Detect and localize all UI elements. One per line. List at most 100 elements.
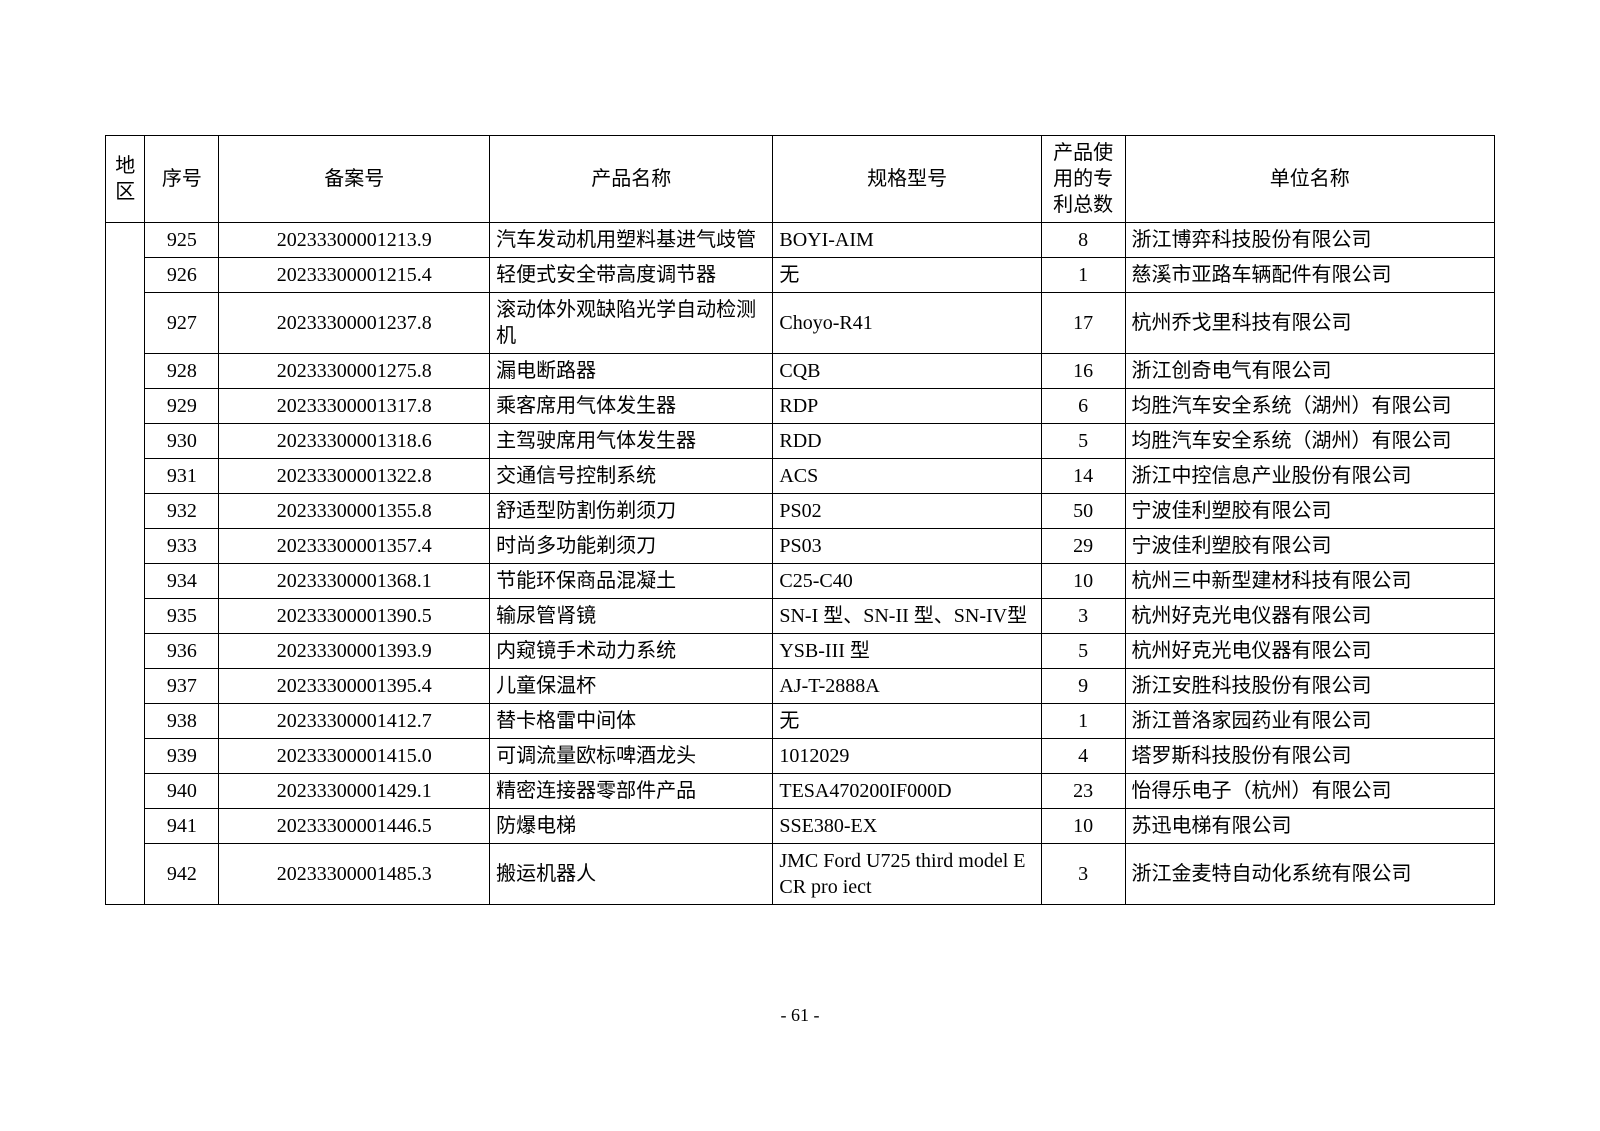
table-row: 94120233300001446.5防爆电梯SSE380-EX10苏迅电梯有限…: [106, 809, 1495, 844]
cell-seq: 931: [145, 459, 219, 494]
cell-product: 防爆电梯: [490, 809, 773, 844]
cell-product: 可调流量欧标啤酒龙头: [490, 739, 773, 774]
table-row: 92920233300001317.8乘客席用气体发生器RDP6均胜汽车安全系统…: [106, 389, 1495, 424]
cell-spec: 无: [773, 704, 1041, 739]
cell-seq: 933: [145, 529, 219, 564]
header-product: 产品名称: [490, 136, 773, 223]
header-region: 地区: [106, 136, 145, 223]
table-row: 92520233300001213.9汽车发动机用塑料基进气歧管BOYI-AIM…: [106, 223, 1495, 258]
cell-product: 主驾驶席用气体发生器: [490, 424, 773, 459]
cell-product: 精密连接器零部件产品: [490, 774, 773, 809]
cell-seq: 940: [145, 774, 219, 809]
cell-product: 搬运机器人: [490, 844, 773, 905]
cell-product: 轻便式安全带高度调节器: [490, 258, 773, 293]
table-row: 92820233300001275.8漏电断路器CQB16浙江创奇电气有限公司: [106, 354, 1495, 389]
cell-record: 20233300001393.9: [219, 634, 490, 669]
cell-region: [106, 223, 145, 905]
cell-seq: 927: [145, 293, 219, 354]
cell-company: 浙江普洛家园药业有限公司: [1125, 704, 1494, 739]
cell-record: 20233300001446.5: [219, 809, 490, 844]
cell-spec: SN-I 型、SN-II 型、SN-IV型: [773, 599, 1041, 634]
table-row: 93020233300001318.6主驾驶席用气体发生器RDD5均胜汽车安全系…: [106, 424, 1495, 459]
table-row: 93920233300001415.0可调流量欧标啤酒龙头10120294塔罗斯…: [106, 739, 1495, 774]
cell-record: 20233300001317.8: [219, 389, 490, 424]
table-row: 93620233300001393.9内窥镜手术动力系统YSB-III 型5杭州…: [106, 634, 1495, 669]
cell-record: 20233300001213.9: [219, 223, 490, 258]
cell-patent: 3: [1041, 844, 1125, 905]
cell-product: 交通信号控制系统: [490, 459, 773, 494]
cell-product: 输尿管肾镜: [490, 599, 773, 634]
cell-patent: 14: [1041, 459, 1125, 494]
cell-seq: 926: [145, 258, 219, 293]
cell-company: 浙江创奇电气有限公司: [1125, 354, 1494, 389]
cell-seq: 928: [145, 354, 219, 389]
table-row: 93320233300001357.4时尚多功能剃须刀PS0329宁波佳利塑胶有…: [106, 529, 1495, 564]
cell-seq: 941: [145, 809, 219, 844]
cell-record: 20233300001395.4: [219, 669, 490, 704]
cell-spec: YSB-III 型: [773, 634, 1041, 669]
cell-company: 宁波佳利塑胶有限公司: [1125, 494, 1494, 529]
cell-company: 杭州三中新型建材科技有限公司: [1125, 564, 1494, 599]
cell-product: 替卡格雷中间体: [490, 704, 773, 739]
cell-patent: 1: [1041, 704, 1125, 739]
cell-spec: CQB: [773, 354, 1041, 389]
cell-seq: 929: [145, 389, 219, 424]
cell-company: 浙江安胜科技股份有限公司: [1125, 669, 1494, 704]
table-row: 92620233300001215.4轻便式安全带高度调节器无1慈溪市亚路车辆配…: [106, 258, 1495, 293]
cell-company: 浙江中控信息产业股份有限公司: [1125, 459, 1494, 494]
header-seq: 序号: [145, 136, 219, 223]
cell-company: 宁波佳利塑胶有限公司: [1125, 529, 1494, 564]
cell-product: 汽车发动机用塑料基进气歧管: [490, 223, 773, 258]
cell-patent: 16: [1041, 354, 1125, 389]
cell-spec: ACS: [773, 459, 1041, 494]
cell-record: 20233300001275.8: [219, 354, 490, 389]
page-container: 地区 序号 备案号 产品名称 规格型号 产品使用的专利总数 单位名称 92520…: [0, 0, 1600, 905]
cell-spec: BOYI-AIM: [773, 223, 1041, 258]
header-patent: 产品使用的专利总数: [1041, 136, 1125, 223]
cell-patent: 23: [1041, 774, 1125, 809]
cell-company: 浙江金麦特自动化系统有限公司: [1125, 844, 1494, 905]
cell-patent: 50: [1041, 494, 1125, 529]
cell-patent: 10: [1041, 564, 1125, 599]
cell-record: 20233300001390.5: [219, 599, 490, 634]
table-row: 93120233300001322.8交通信号控制系统ACS14浙江中控信息产业…: [106, 459, 1495, 494]
cell-record: 20233300001485.3: [219, 844, 490, 905]
cell-seq: 925: [145, 223, 219, 258]
cell-record: 20233300001355.8: [219, 494, 490, 529]
cell-company: 苏迅电梯有限公司: [1125, 809, 1494, 844]
cell-company: 浙江博弈科技股份有限公司: [1125, 223, 1494, 258]
cell-seq: 932: [145, 494, 219, 529]
cell-record: 20233300001357.4: [219, 529, 490, 564]
cell-seq: 935: [145, 599, 219, 634]
cell-spec: Choyo-R41: [773, 293, 1041, 354]
cell-record: 20233300001237.8: [219, 293, 490, 354]
table-row: 94220233300001485.3搬运机器人JMC Ford U725 th…: [106, 844, 1495, 905]
cell-patent: 5: [1041, 424, 1125, 459]
cell-seq: 930: [145, 424, 219, 459]
cell-product: 滚动体外观缺陷光学自动检测机: [490, 293, 773, 354]
cell-company: 慈溪市亚路车辆配件有限公司: [1125, 258, 1494, 293]
cell-patent: 9: [1041, 669, 1125, 704]
cell-patent: 6: [1041, 389, 1125, 424]
cell-product: 乘客席用气体发生器: [490, 389, 773, 424]
cell-product: 节能环保商品混凝土: [490, 564, 773, 599]
cell-record: 20233300001415.0: [219, 739, 490, 774]
table-row: 94020233300001429.1精密连接器零部件产品TESA470200I…: [106, 774, 1495, 809]
cell-company: 杭州好克光电仪器有限公司: [1125, 634, 1494, 669]
patent-table: 地区 序号 备案号 产品名称 规格型号 产品使用的专利总数 单位名称 92520…: [105, 135, 1495, 905]
cell-company: 塔罗斯科技股份有限公司: [1125, 739, 1494, 774]
cell-record: 20233300001215.4: [219, 258, 490, 293]
cell-patent: 3: [1041, 599, 1125, 634]
cell-spec: JMC Ford U725 third model ECR pro iect: [773, 844, 1041, 905]
cell-patent: 5: [1041, 634, 1125, 669]
table-row: 93520233300001390.5输尿管肾镜SN-I 型、SN-II 型、S…: [106, 599, 1495, 634]
cell-company: 杭州乔戈里科技有限公司: [1125, 293, 1494, 354]
cell-product: 舒适型防割伤剃须刀: [490, 494, 773, 529]
cell-spec: RDP: [773, 389, 1041, 424]
cell-seq: 937: [145, 669, 219, 704]
cell-record: 20233300001368.1: [219, 564, 490, 599]
cell-seq: 934: [145, 564, 219, 599]
cell-company: 均胜汽车安全系统（湖州）有限公司: [1125, 389, 1494, 424]
cell-spec: SSE380-EX: [773, 809, 1041, 844]
table-body: 92520233300001213.9汽车发动机用塑料基进气歧管BOYI-AIM…: [106, 223, 1495, 905]
